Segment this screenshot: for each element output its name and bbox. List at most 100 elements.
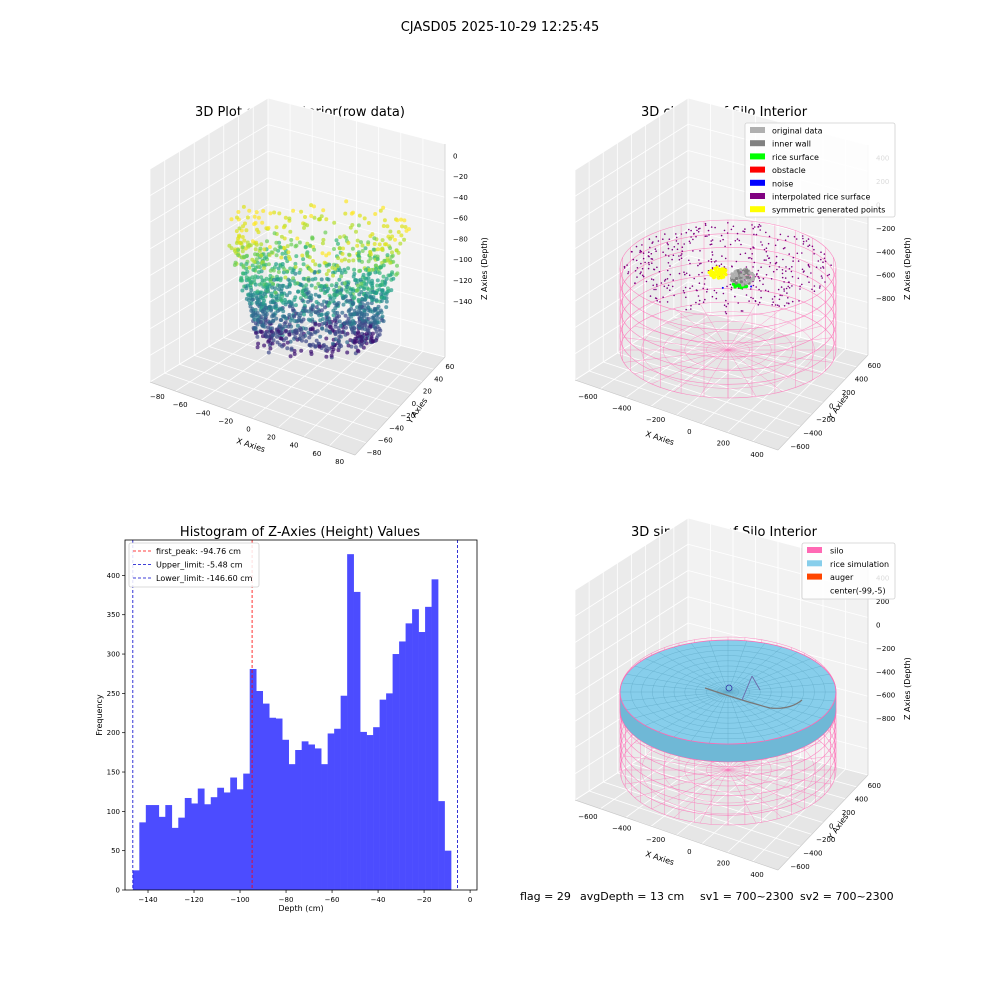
raw-point	[259, 275, 264, 280]
histogram-vlines	[132, 540, 458, 890]
interpolated-point	[765, 259, 767, 261]
interpolated-point	[642, 275, 645, 278]
raw-point	[361, 345, 366, 350]
raw-point	[316, 341, 321, 346]
raw-point	[261, 209, 266, 213]
sim-z-tick-6: −800	[876, 715, 895, 723]
raw-point	[346, 258, 351, 263]
interpolated-point	[707, 229, 710, 232]
interpolated-point	[757, 269, 760, 272]
raw-point	[368, 324, 373, 329]
interpolated-point	[752, 280, 754, 283]
raw-point	[247, 265, 252, 270]
rice-mesh-spoke	[690, 642, 729, 693]
raw-point	[364, 282, 369, 287]
raw-point	[293, 281, 298, 286]
silo-floor-spoke	[727, 769, 833, 785]
raw-point	[284, 336, 289, 341]
interpolated-point	[711, 254, 714, 256]
histogram-bar	[230, 777, 238, 890]
sim-x-tick-4: 200	[717, 860, 730, 868]
raw-point	[252, 317, 257, 322]
raw-point	[381, 263, 386, 268]
raw-point	[314, 338, 319, 343]
raw-point	[283, 324, 288, 329]
status-avg-depth: avgDepth = 13 cm	[580, 890, 684, 903]
interpolated-point	[664, 278, 667, 281]
silo-floor-spoke	[699, 303, 729, 351]
interpolated-point	[768, 265, 771, 268]
raw-point	[352, 326, 357, 331]
raw-point	[302, 309, 307, 314]
raw-point	[304, 251, 309, 256]
interpolated-point	[738, 287, 740, 289]
raw-point	[237, 240, 242, 245]
interpolated-point	[667, 262, 670, 264]
raw-point	[351, 274, 356, 279]
histogram-x-tick-0: −140	[138, 896, 157, 904]
histogram-bar	[145, 805, 153, 890]
original-point	[733, 270, 738, 274]
histogram-x-tick-6: −20	[417, 896, 432, 904]
raw-point	[260, 220, 265, 225]
raw-point	[297, 336, 302, 341]
classify-x-tick-1: −400	[612, 405, 631, 413]
sim-x-tick-3: 0	[687, 848, 691, 856]
auger-shaft-2	[751, 675, 761, 691]
raw-point	[265, 289, 270, 294]
raw-point	[261, 301, 266, 306]
raw-point	[299, 319, 304, 324]
raw-point	[304, 283, 309, 288]
raw-point	[390, 234, 395, 239]
symmetric-point	[713, 272, 717, 276]
histogram-y-tick-6: 300	[107, 651, 120, 659]
raw-point	[293, 335, 298, 340]
interpolated-point	[760, 241, 762, 243]
interpolated-point	[654, 248, 657, 250]
interpolated-point	[649, 246, 651, 249]
raw-point	[337, 342, 342, 347]
raw-point	[256, 230, 261, 235]
raw-point	[367, 267, 371, 272]
histogram-bar	[262, 703, 270, 890]
interpolated-point	[683, 292, 686, 294]
raw-point	[357, 258, 362, 263]
interpolated-point	[827, 274, 829, 277]
interpolated-point	[752, 297, 754, 300]
raw-point	[303, 326, 308, 331]
raw-point	[399, 217, 403, 222]
interpolated-point	[725, 299, 727, 302]
raw-point	[386, 273, 391, 278]
interpolated-point	[710, 226, 713, 228]
panel-3d-raw: 3D Plot of Silo Interior(row data) −80−6…	[149, 97, 489, 466]
raw-point	[343, 332, 348, 337]
symmetric-point	[715, 273, 719, 277]
raw-point	[386, 258, 390, 263]
histogram-bar	[210, 797, 218, 890]
panel-3d-raw-points	[227, 199, 411, 360]
raw-point	[292, 352, 297, 356]
raw-point	[365, 301, 370, 306]
interpolated-point	[656, 283, 658, 286]
raw-x-tick-7: 60	[312, 450, 321, 458]
histogram-bar	[334, 728, 341, 890]
raw-point	[286, 277, 291, 282]
raw-point	[402, 237, 407, 242]
simulation-legend-label-3: center(-99,-5)	[830, 586, 886, 595]
raw-point	[336, 241, 340, 246]
interpolated-point	[783, 281, 785, 283]
interpolated-point	[683, 243, 685, 245]
raw-point	[304, 339, 309, 344]
sim-y-tick-1: −400	[803, 850, 822, 858]
raw-point	[317, 217, 322, 221]
raw-y-tick-7: 60	[445, 363, 454, 371]
interpolated-point	[799, 285, 801, 288]
raw-point	[359, 338, 364, 343]
auger-arm	[704, 687, 803, 709]
interpolated-point	[819, 285, 821, 287]
histogram-x-ticks: −140 −120 −100 −80 −60 −40 −20 0	[138, 890, 472, 904]
interpolated-point	[667, 243, 669, 246]
raw-point	[350, 223, 355, 227]
histogram-x-tick-2: −100	[230, 896, 249, 904]
raw-z-tick-2: −40	[453, 194, 468, 202]
